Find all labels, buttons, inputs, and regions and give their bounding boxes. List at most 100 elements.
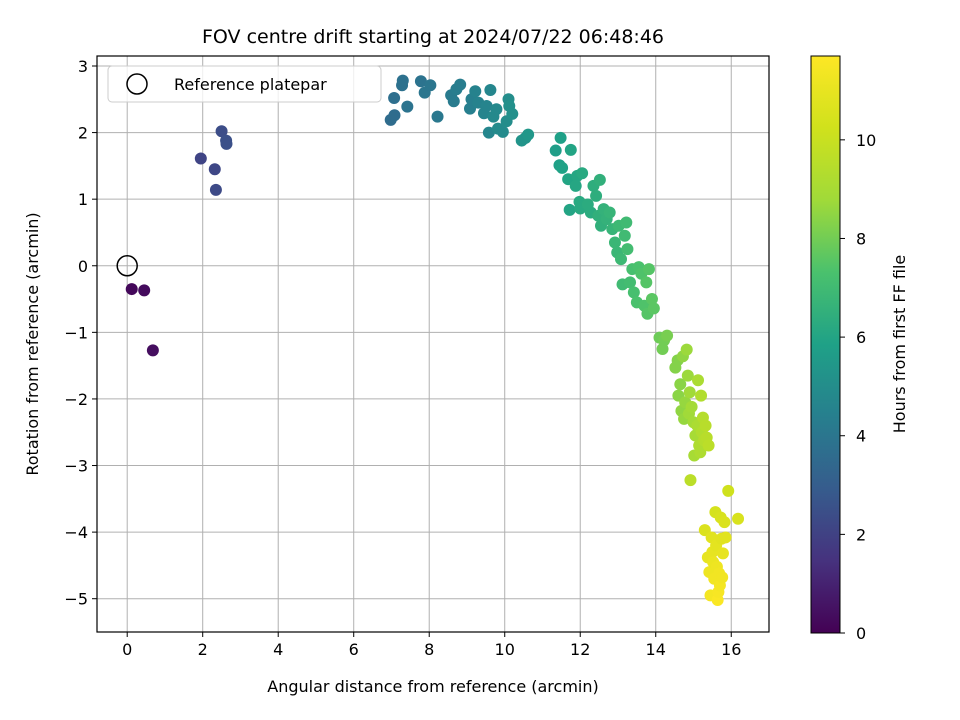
data-point — [549, 144, 562, 157]
colorbar-tick-label: 6 — [856, 328, 866, 347]
colorbar-tick-label: 2 — [856, 525, 866, 544]
data-point — [447, 95, 460, 108]
legend-box — [107, 65, 382, 103]
data-point — [388, 91, 401, 104]
data-point — [615, 253, 628, 266]
data-point — [396, 74, 409, 87]
data-point — [556, 161, 569, 174]
data-point — [215, 125, 228, 138]
y-axis-ticks: −5 −4 −3 −2 −1 0 1 2 3 — [64, 57, 97, 609]
data-point — [209, 183, 222, 196]
data-point — [482, 126, 495, 139]
x-tick-label: 6 — [349, 640, 359, 659]
data-point — [484, 83, 497, 96]
data-point — [424, 79, 437, 92]
data-point — [569, 179, 582, 192]
x-tick-label: 0 — [122, 640, 132, 659]
data-point — [564, 143, 577, 156]
data-point — [620, 216, 633, 229]
data-point — [627, 286, 640, 299]
x-tick-label: 2 — [198, 640, 208, 659]
data-point — [685, 400, 698, 413]
data-point — [699, 419, 712, 432]
data-point — [661, 329, 674, 342]
data-point — [640, 276, 653, 289]
data-point — [138, 284, 151, 297]
data-point — [722, 484, 735, 497]
data-point — [683, 386, 696, 399]
x-tick-label: 14 — [646, 640, 666, 659]
data-point — [624, 276, 637, 289]
colorbar-tick-label: 4 — [856, 427, 866, 446]
data-point — [645, 293, 658, 306]
data-point — [593, 173, 606, 186]
x-tick-label: 16 — [721, 640, 741, 659]
colorbar-tick-label: 10 — [856, 131, 876, 150]
data-point — [208, 163, 221, 176]
y-tick-label: 3 — [78, 57, 88, 76]
colorbar-ticks: 0 2 4 6 8 10 — [840, 131, 876, 643]
data-point — [694, 446, 707, 459]
data-point — [692, 374, 705, 387]
legend-label: Reference platepar — [174, 75, 327, 94]
data-point — [480, 99, 493, 112]
data-point — [469, 85, 482, 98]
x-tick-label: 8 — [424, 640, 434, 659]
colorbar-tick-label: 0 — [856, 624, 866, 643]
data-point — [454, 78, 467, 91]
reference-point-marker — [116, 255, 138, 277]
data-point — [719, 531, 732, 544]
data-point — [388, 109, 401, 122]
x-axis-ticks: 0 2 4 6 8 10 12 14 16 — [122, 632, 741, 659]
y-tick-label: 1 — [78, 190, 88, 209]
legend-marker-icon — [126, 73, 148, 95]
data-point — [716, 571, 729, 584]
chart-title: FOV centre drift starting at 2024/07/22 … — [202, 26, 664, 48]
data-point — [463, 102, 476, 115]
data-point — [490, 103, 503, 116]
colorbar-label: Hours from first FF file — [890, 255, 909, 434]
data-point — [684, 474, 697, 487]
data-point — [576, 167, 589, 180]
data-point — [680, 343, 693, 356]
data-point — [496, 125, 509, 138]
x-tick-label: 4 — [273, 640, 283, 659]
legend: Reference platepar — [107, 65, 382, 103]
data-point — [220, 137, 233, 150]
data-point — [732, 512, 745, 525]
data-point — [674, 378, 687, 391]
y-tick-label: −3 — [64, 457, 88, 476]
x-axis-label: Angular distance from reference (arcmin) — [267, 677, 598, 696]
data-point — [642, 263, 655, 276]
data-point — [522, 128, 535, 141]
colorbar — [810, 55, 841, 634]
y-tick-label: −1 — [64, 323, 88, 342]
y-axis-label: Rotation from reference (arcmin) — [23, 212, 42, 475]
data-point — [718, 516, 731, 529]
data-point — [401, 100, 414, 113]
y-tick-label: −5 — [64, 590, 88, 609]
data-point — [194, 152, 207, 165]
y-tick-label: 2 — [78, 124, 88, 143]
data-point — [618, 229, 631, 242]
data-point — [695, 389, 708, 402]
y-tick-label: 0 — [78, 257, 88, 276]
plot-frame — [96, 55, 770, 633]
data-point — [554, 131, 567, 144]
y-tick-label: −2 — [64, 390, 88, 409]
data-point — [702, 439, 715, 452]
data-point — [647, 302, 660, 315]
data-point — [506, 107, 519, 120]
data-point — [146, 344, 159, 357]
data-point — [621, 243, 634, 256]
data-point — [414, 75, 427, 88]
colorbar-tick-label: 8 — [856, 229, 866, 248]
data-point — [603, 206, 616, 219]
data-point — [431, 110, 444, 123]
y-tick-label: −4 — [64, 523, 88, 542]
x-tick-label: 10 — [495, 640, 515, 659]
data-point — [563, 203, 576, 216]
data-point — [608, 236, 621, 249]
data-points — [125, 74, 745, 607]
